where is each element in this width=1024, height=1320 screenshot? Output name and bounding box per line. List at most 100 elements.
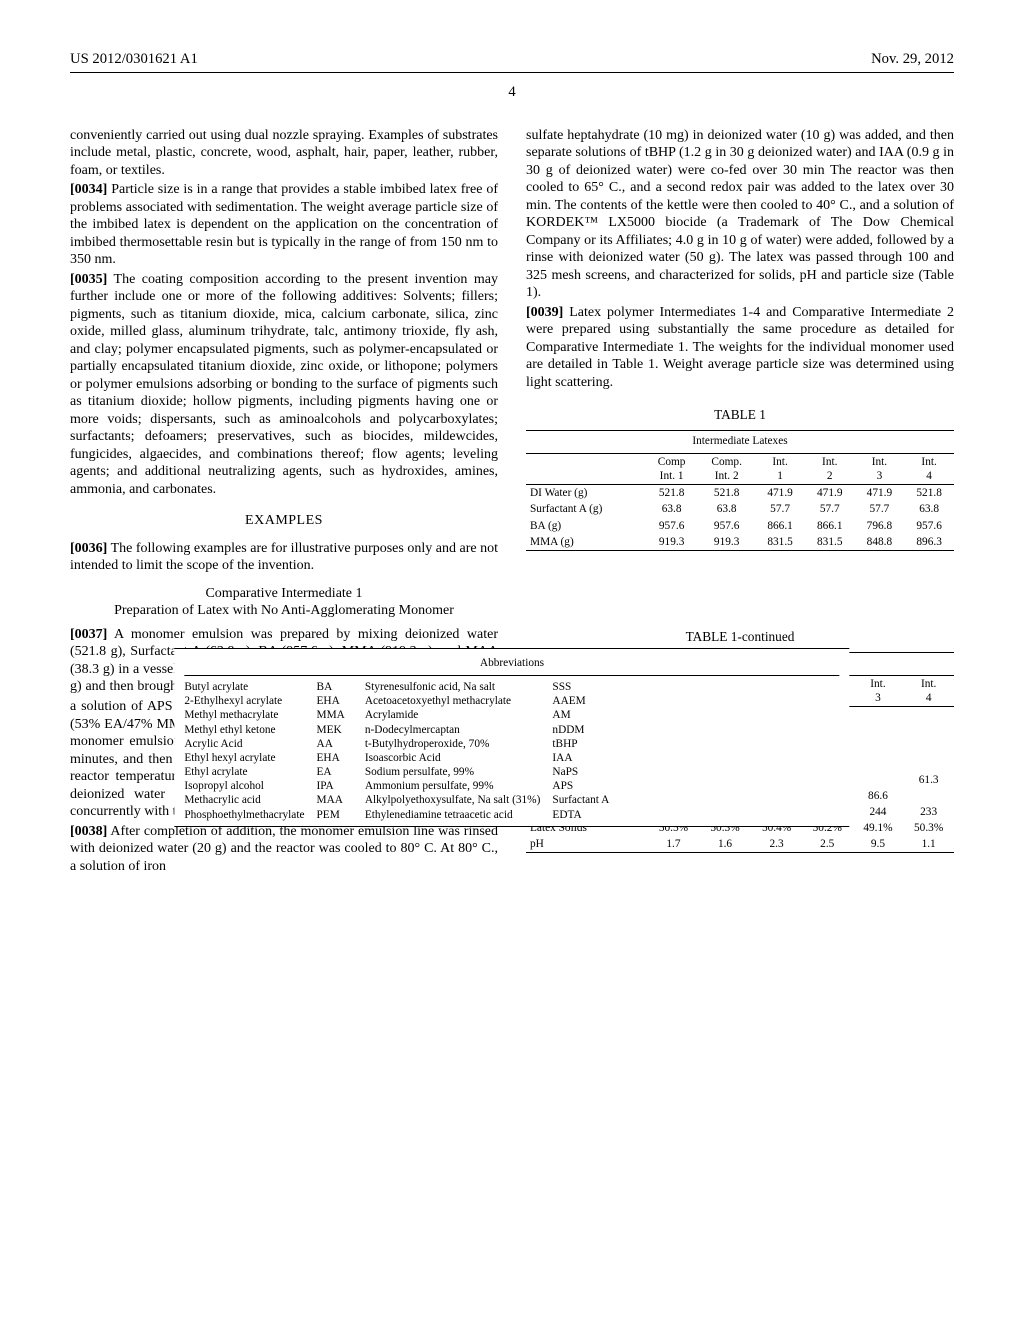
page-number: 4 [70,83,954,101]
para-num-0037: [0037] [70,627,107,642]
abbrev-code: MEK [317,723,345,737]
abbrev-term: Alkylpolyethoxysulfate, Na salt (31%) [365,793,541,807]
table-cell: 57.7 [805,501,855,517]
abbrev-term: Ethyl acrylate [184,765,304,779]
table-cell [903,739,954,755]
abbrev-term: Ethyl hexyl acrylate [184,751,304,765]
abbrev-left-col: Butyl acrylateBA2-Ethylhexyl acrylateEHA… [184,680,345,822]
table-cell: 1.1 [903,836,954,853]
table-cell [853,756,904,772]
table-col-header: Int.4 [903,675,954,706]
table-cell: 9.5 [853,836,904,853]
table-1c-caption: TABLE 1-continued [526,629,954,646]
comp-int1-heading-2: Preparation of Latex with No Anti-Agglom… [70,602,498,620]
table-col-header: Int.1 [755,453,805,484]
para-0039: [0039] Latex polymer Intermediates 1-4 a… [526,304,954,392]
table-cell: 1.7 [648,836,699,853]
para-0034: [0034] Particle size is in a range that … [70,181,498,269]
abbrev-term: Acrylic Acid [184,737,304,751]
table-cell [903,788,954,804]
table-col-header: CompInt. 1 [645,453,698,484]
table-cell: 63.8 [645,501,698,517]
abbrev-code: SSS [552,680,609,694]
abbrev-code: AAEM [552,694,609,708]
abbrev-code: APS [552,779,609,793]
table-cell: 919.3 [645,534,698,551]
para-0036: [0036] The following examples are for il… [70,540,498,575]
table-cell: 521.8 [645,485,698,502]
table-cell: 2.3 [751,836,802,853]
table-cell: 61.3 [903,772,954,788]
table-cell [903,756,954,772]
abbreviations-table: Abbreviations Butyl acrylateBA2-Ethylhex… [174,648,849,827]
table-cell [853,723,904,739]
para-num-0039: [0039] [526,305,563,320]
table-cell: 244 [853,804,904,820]
abbrev-code: BA [317,680,345,694]
table-cell: 521.8 [698,485,755,502]
page-header: US 2012/0301621 A1 Nov. 29, 2012 [70,50,954,68]
abbrev-term: Methyl methacrylate [184,708,304,722]
table-cell: 919.3 [698,534,755,551]
abbrev-code: EHA [317,694,345,708]
para-0034-text: Particle size is in a range that provide… [70,182,498,267]
table-cell: 848.8 [855,534,905,551]
table-col-header [526,453,645,484]
abbrev-code: IAA [552,751,609,765]
table-col-header: Int.3 [853,675,904,706]
table-cell: 57.7 [755,501,805,517]
pub-date: Nov. 29, 2012 [871,50,954,68]
abbrev-term: Isopropyl alcohol [184,779,304,793]
table-cell [903,707,954,724]
table-cell: 957.6 [904,518,954,534]
para-0035-text: The coating composition according to the… [70,272,498,497]
abbrev-code: EHA [317,751,345,765]
abbrev-term: Methyl ethyl ketone [184,723,304,737]
table-cell [853,739,904,755]
para-0038-text: After completion of addition, the monome… [70,824,498,874]
abbrev-term: Methacrylic acid [184,793,304,807]
table-row-label: MMA (g) [526,534,645,551]
abbrev-term: Acrylamide [365,708,541,722]
table-row-label: pH [526,836,648,853]
abbrev-code: NaPS [552,765,609,779]
table-cell: 471.9 [755,485,805,502]
table-1: TABLE 1 Intermediate Latexes CompInt. 1C… [526,407,954,551]
abbrev-title: Abbreviations [184,653,839,676]
table-cell: 471.9 [805,485,855,502]
table-col-header: Int.4 [904,453,954,484]
para-0035: [0035] The coating composition according… [70,271,498,499]
table-1-caption: TABLE 1 [526,407,954,424]
table-cell: 86.6 [853,788,904,804]
para-num-0038: [0038] [70,824,107,839]
abbrev-term: t-Butylhydroperoxide, 70% [365,737,541,751]
table-cell: 957.6 [645,518,698,534]
abbrev-term: Butyl acrylate [184,680,304,694]
table-cell: 866.1 [755,518,805,534]
table-cell: 2.5 [802,836,853,853]
table-row-label: Surfactant A (g) [526,501,645,517]
table-cell: 521.8 [904,485,954,502]
table-cell: 49.1% [853,820,904,836]
table-cell [903,723,954,739]
para-0039-text: Latex polymer Intermediates 1-4 and Comp… [526,305,954,390]
abbrev-code: MAA [317,793,345,807]
table-cell [853,772,904,788]
table-cell: 796.8 [855,518,905,534]
table-col-header: Comp.Int. 2 [698,453,755,484]
header-rule [70,72,954,73]
table-cell: 831.5 [805,534,855,551]
abbrev-code: EDTA [552,808,609,822]
table-cell: 866.1 [805,518,855,534]
abbrev-term: Ethylenediamine tetraacetic acid [365,808,541,822]
table-cell: 471.9 [855,485,905,502]
abbrev-code: PEM [317,808,345,822]
table-cell: 896.3 [904,534,954,551]
para-0036-text: The following examples are for illustrat… [70,541,498,574]
abbrev-term: Isoascorbic Acid [365,751,541,765]
table-cell: 831.5 [755,534,805,551]
para-num-0034: [0034] [70,182,107,197]
comp-int1-heading: Comparative Intermediate 1 Preparation o… [70,585,498,620]
table-1-subtitle: Intermediate Latexes [526,430,954,453]
table-col-header: Int.2 [805,453,855,484]
